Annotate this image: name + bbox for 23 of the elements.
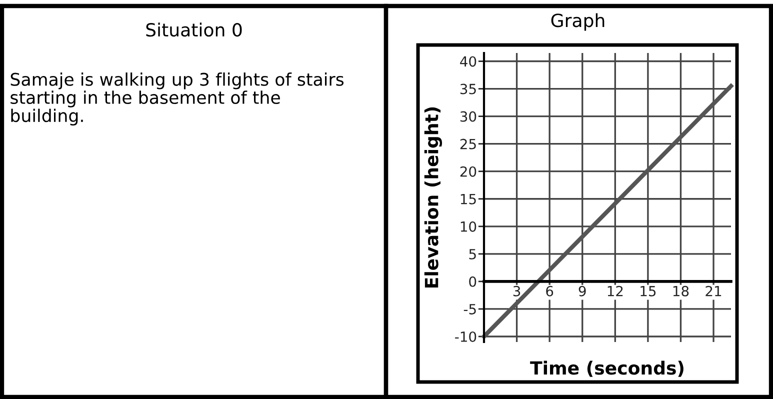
y-tick-label: 0 (469, 276, 476, 287)
y-tick-label: -10 (455, 331, 476, 342)
x-tick-label: 9 (578, 286, 586, 296)
chart-title: Graph (551, 13, 604, 31)
x-axis-title: Time (seconds) (530, 360, 684, 377)
y-tick-label: 40 (460, 56, 476, 67)
y-tick-label: 15 (460, 194, 476, 204)
text: Samaje is walking up 3 flights of stairs starting in the basement of the building. (10, 72, 344, 126)
text: Situation 0 (146, 22, 242, 37)
y-tick-label: 5 (469, 249, 476, 260)
y-tick-label: 10 (460, 221, 476, 232)
y-tick-label: 35 (460, 84, 476, 94)
x-tick-label: 3 (513, 286, 520, 296)
y-axis-title: Elevation (height) (424, 107, 442, 288)
y-tick-label: -5 (464, 304, 476, 314)
x-tick-label: 21 (706, 286, 722, 296)
x-tick-label: 15 (640, 286, 656, 296)
y-tick-label: 30 (460, 111, 476, 122)
y-tick-label: 25 (460, 138, 476, 150)
x-tick-label: 6 (546, 286, 554, 296)
x-tick-label: 18 (673, 286, 689, 296)
x-tick-label: 12 (608, 286, 623, 296)
y-tick-label: 20 (460, 166, 476, 177)
